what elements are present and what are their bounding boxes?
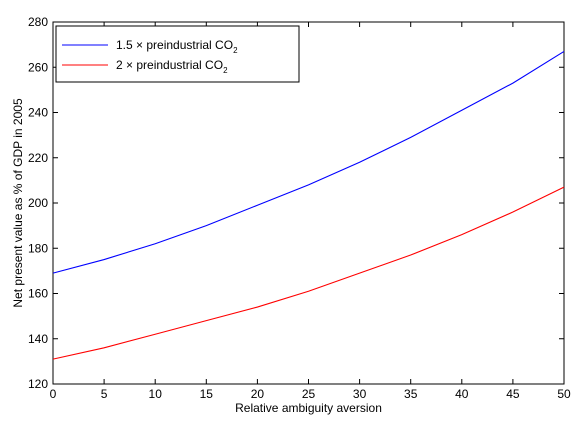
legend-label-series-2-subscript: 2 [223, 66, 228, 75]
legend-label-series-1-text: 1.5 × preindustrial CO [116, 38, 233, 52]
series-2-point [308, 291, 309, 292]
legend-label-series-2-text: 2 × preindustrial CO [116, 58, 223, 72]
series-2-point [563, 187, 564, 188]
series-1-point [563, 51, 564, 52]
x-tick-label: 25 [302, 387, 316, 401]
series-1-point [359, 162, 360, 163]
series-line-1 [52, 50, 565, 274]
series-2-point [155, 334, 156, 335]
legend-box [55, 25, 300, 83]
y-tick-label: 240 [28, 106, 48, 120]
legend-label-series-2: 2 × preindustrial CO2 [116, 58, 228, 75]
series-1-point [257, 205, 258, 206]
series-1-point [52, 273, 53, 274]
legend-label-series-1-subscript: 2 [233, 46, 238, 55]
y-tick-label: 120 [28, 377, 48, 391]
x-tick-label: 15 [200, 387, 214, 401]
series-1-point [308, 184, 309, 185]
series-1-point [461, 110, 462, 111]
legend-label-series-1: 1.5 × preindustrial CO2 [116, 38, 238, 55]
series-2-point [206, 320, 207, 321]
x-tick-label: 45 [506, 387, 520, 401]
series-1-point [512, 82, 513, 83]
series-line-2 [52, 186, 565, 360]
y-tick-label: 140 [28, 332, 48, 346]
legend: 1.5 × preindustrial CO2 2 × preindustria… [55, 25, 300, 83]
series-1-point [104, 259, 105, 260]
series-1-point [410, 137, 411, 138]
x-tick-label: 0 [50, 387, 57, 401]
y-tick-label: 180 [28, 241, 48, 255]
x-axis-title: Relative ambiguity aversion [235, 401, 382, 415]
x-tick-label: 10 [149, 387, 163, 401]
y-tick-label: 220 [28, 151, 48, 165]
y-tick-label: 280 [28, 15, 48, 29]
x-tick-label: 5 [101, 387, 108, 401]
axis-ticks: 0 5 10 15 20 25 30 35 40 45 50 120 140 160 180 200 220 24… [28, 15, 571, 401]
x-tick-label: 40 [455, 387, 469, 401]
series-2-point [104, 347, 105, 348]
series-1-point [206, 225, 207, 226]
series-2-point [52, 359, 53, 360]
series-2-point [359, 273, 360, 274]
x-tick-label: 50 [557, 387, 571, 401]
y-axis-title: Net present value as % of GDP in 2005 [11, 98, 25, 308]
series-layer [52, 50, 565, 360]
series-2-point [410, 254, 411, 255]
y-tick-label: 260 [28, 60, 48, 74]
x-tick-label: 35 [404, 387, 418, 401]
series-1-point [155, 243, 156, 244]
y-tick-label: 200 [28, 196, 48, 210]
series-2-point [461, 234, 462, 235]
x-tick-label: 30 [353, 387, 367, 401]
series-2-point [512, 211, 513, 212]
y-tick-label: 160 [28, 287, 48, 301]
series-2-point [257, 306, 258, 307]
x-tick-label: 20 [251, 387, 265, 401]
